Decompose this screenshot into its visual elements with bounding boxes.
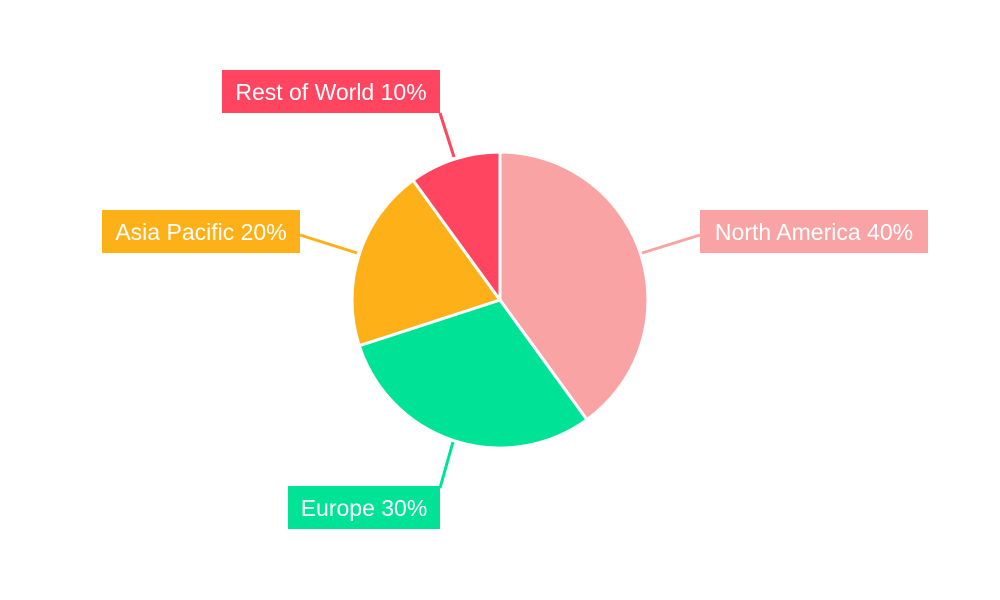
data-label: North America 40% bbox=[715, 219, 913, 245]
data-label-box bbox=[222, 70, 440, 113]
data-label-box bbox=[102, 210, 300, 253]
leader-line bbox=[438, 112, 456, 158]
pie-slice-asia-pacific[interactable] bbox=[350, 178, 503, 348]
leader-line bbox=[299, 233, 358, 255]
data-label: Rest of World 10% bbox=[235, 79, 426, 105]
data-label: Asia Pacific 20% bbox=[115, 219, 286, 245]
pie-slice-north-america[interactable] bbox=[498, 150, 650, 422]
pie-slice-europe[interactable] bbox=[357, 298, 590, 450]
data-label: Europe 30% bbox=[301, 495, 428, 521]
leader-line bbox=[641, 233, 701, 255]
leader-line bbox=[438, 441, 455, 489]
data-label-box bbox=[288, 486, 440, 529]
pie-slice-rest-of-world[interactable] bbox=[410, 150, 502, 305]
data-label-box bbox=[700, 210, 928, 253]
